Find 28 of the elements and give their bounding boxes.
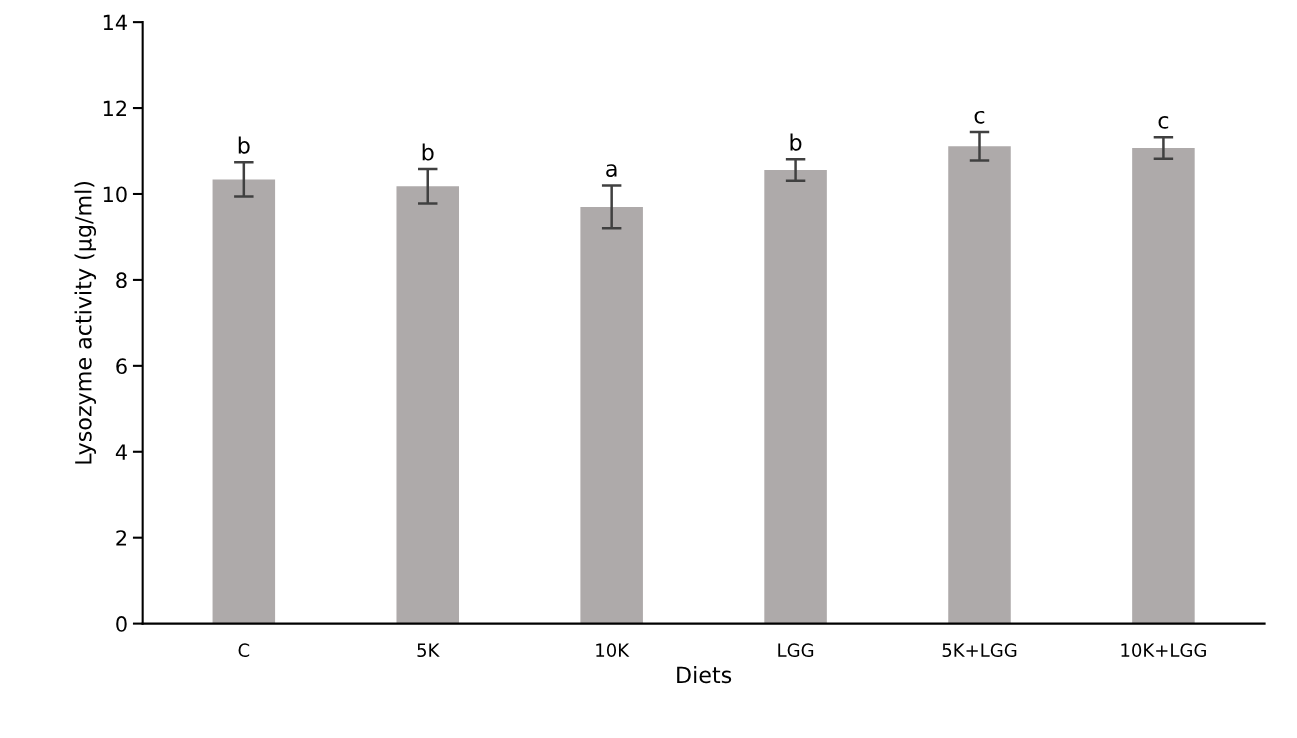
annotation: b [422, 143, 434, 161]
y-tick-label: 14 [103, 14, 127, 31]
bar [212, 179, 276, 624]
bar [1132, 148, 1195, 624]
y-tick-label: 12 [103, 100, 126, 116]
x-axis-title: Diets [677, 666, 732, 684]
bar [580, 206, 643, 624]
annotation: b [238, 136, 250, 154]
y-tick-label: 0 [116, 616, 127, 632]
y-tick-label: 8 [116, 272, 127, 289]
x-tick-label: C [238, 643, 250, 658]
y-tick-label: 2 [116, 530, 126, 546]
y-tick-label: 4 [115, 444, 127, 460]
bar [948, 146, 1011, 624]
x-tick-label: 10K [596, 643, 630, 658]
y-tick-label: 6 [116, 358, 127, 375]
x-tick-label: LGG [778, 643, 814, 658]
annotation: c [1158, 116, 1169, 129]
y-axis-title: Lysozyme activity (µg/ml) [74, 181, 97, 464]
bar [396, 186, 460, 624]
annotation: a [606, 164, 617, 177]
x-tick-label: 5K [417, 643, 440, 658]
x-tick-label: 5K+LGG [942, 643, 1017, 658]
annotation: b [790, 133, 802, 151]
x-tick-label: 10K+LGG [1121, 643, 1206, 658]
y-tick-label: 10 [103, 186, 127, 203]
annotation: c [974, 110, 985, 124]
bar [764, 169, 827, 624]
